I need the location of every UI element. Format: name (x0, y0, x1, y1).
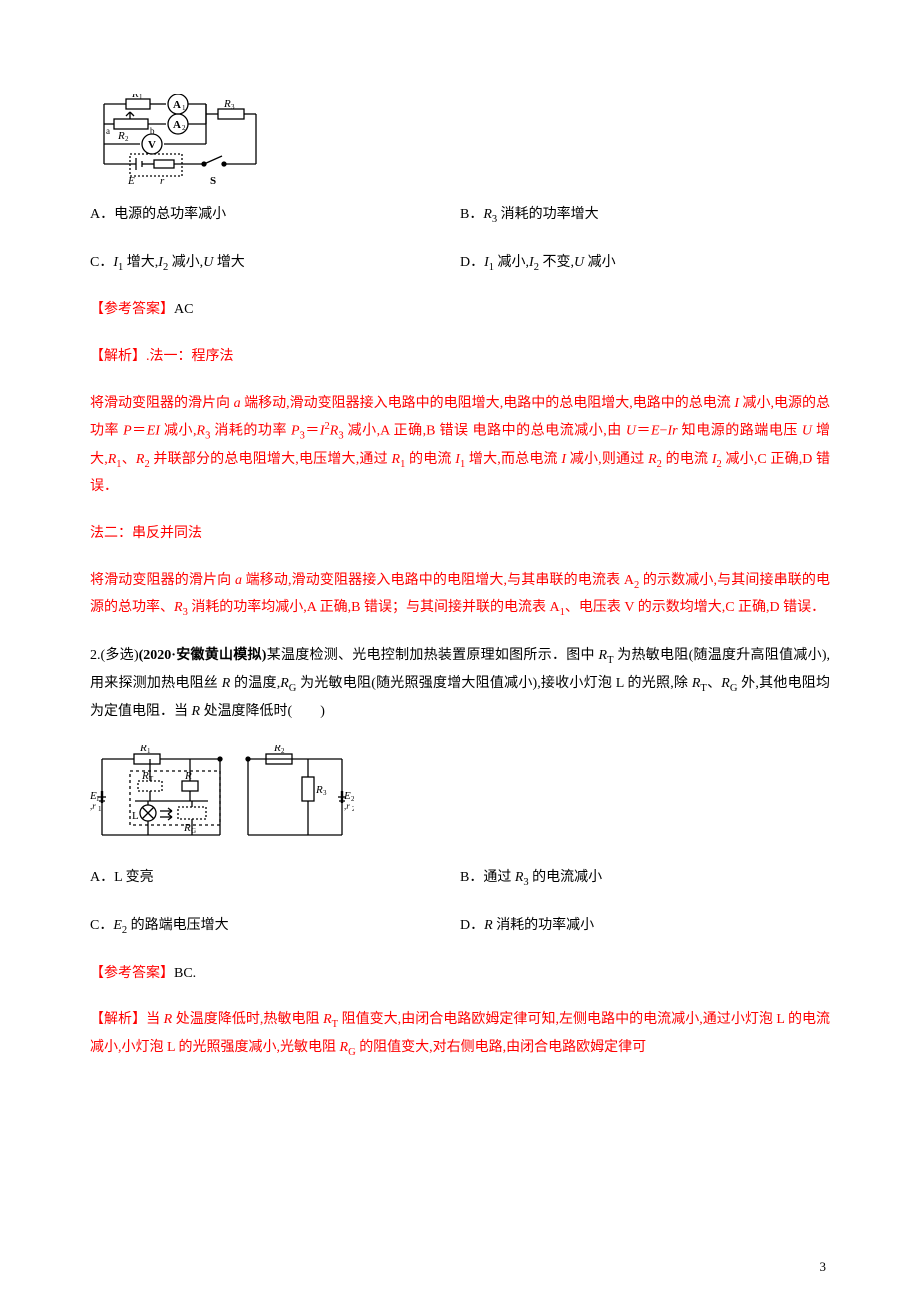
svg-text:1: 1 (182, 104, 186, 112)
q2-stem: 2.(多选)(2020·安徽黄山模拟)某温度检测、光电控制加热装置原理如图所示．… (90, 643, 830, 725)
fig2-r2-label: R (273, 745, 281, 754)
svg-text:2: 2 (125, 135, 129, 143)
svg-text:1: 1 (98, 805, 102, 813)
q2-option-c: C．E2 的路端电压增大 (90, 913, 460, 941)
fig2-r1-label: R (139, 745, 147, 754)
svg-text:G: G (191, 827, 196, 835)
svg-text:2: 2 (352, 805, 354, 813)
q2-analysis-label: 【解析】 (90, 1012, 146, 1027)
q1-option-d: D．I1 减小,I2 不变,U 减小 (460, 250, 830, 278)
fig1-r3-label: R (223, 98, 231, 110)
fig1-r2-label: R (117, 130, 125, 142)
fig1-a1-label: A (173, 99, 181, 111)
q1-options-row2: C．I1 增大,I2 减小,U 增大 D．I1 减小,I2 不变,U 减小 (90, 250, 830, 278)
q2-answer: 【参考答案】BC. (90, 961, 830, 988)
q1-analysis-body2: 将滑动变阻器的滑片向 a 端移动,滑动变阻器接入电路中的电阻增大,与其串联的电流… (90, 568, 830, 623)
q1-option-b: B．R3 消耗的功率增大 (460, 202, 830, 230)
q1-analysis-body1: 将滑动变阻器的滑片向 a 端移动,滑动变阻器接入电路中的电阻增大,电路中的总电阻… (90, 391, 830, 501)
page-number: 3 (820, 1255, 827, 1280)
fig1-a2-label: A (173, 119, 181, 131)
fig2-rt-label: R (141, 770, 149, 782)
q1-analysis-intro: 【解析】.法一：程序法 (90, 344, 830, 371)
fig1-e-label: E (127, 175, 135, 187)
q1-analysis-label: 【解析】 (90, 349, 146, 364)
q2-options-row1: A．L 变亮 B．通过 R3 的电流减小 (90, 865, 830, 893)
fig2-l-label: L (132, 810, 139, 822)
fig1-r-label: r (160, 175, 165, 187)
fig1-a-label: a (106, 126, 110, 136)
svg-text:,r: ,r (344, 801, 350, 811)
q1-options-row1: A．电源的总功率减小 B．R3 消耗的功率增大 (90, 202, 830, 230)
q2-option-d: D．R 消耗的功率减小 (460, 913, 830, 941)
q2-source: (2020·安徽黄山模拟) (139, 648, 267, 663)
q2-stem-prefix: 2.(多选) (90, 648, 139, 663)
svg-text:1: 1 (139, 94, 143, 101)
q2-answer-text: BC. (174, 966, 196, 981)
svg-text:2: 2 (351, 795, 354, 803)
svg-text:T: T (149, 775, 154, 783)
fig1-b-label: b (150, 126, 155, 136)
svg-text:3: 3 (231, 103, 235, 111)
svg-text:1: 1 (96, 795, 100, 803)
svg-text:2: 2 (182, 124, 186, 132)
q2-options-row2: C．E2 的路端电压增大 D．R 消耗的功率减小 (90, 913, 830, 941)
q2-option-b: B．通过 R3 的电流减小 (460, 865, 830, 893)
fig1-s-label: S (210, 175, 216, 187)
q1-answer-text: AC (174, 302, 193, 317)
fig1-r1-label: R (131, 94, 139, 100)
q2-option-a: A．L 变亮 (90, 865, 460, 893)
svg-text:1: 1 (147, 747, 151, 755)
circuit-figure-1: R1 R3 R2 a b A1 A2 V E r S (90, 94, 266, 188)
fig2-r3-label: R (315, 784, 323, 796)
q1-method2-title: 法二：串反并同法 (90, 521, 830, 548)
svg-text:3: 3 (323, 789, 327, 797)
q1-answer-label: 【参考答案】 (90, 302, 174, 317)
q1-option-a: A．电源的总功率减小 (90, 202, 460, 230)
q1-answer: 【参考答案】AC (90, 297, 830, 324)
fig1-v-label: V (148, 139, 156, 151)
fig2-rg-label: R (183, 822, 191, 834)
q2-analysis: 【解析】当 R 处温度降低时,热敏电阻 RT 阻值变大,由闭合电路欧姆定律可知,… (90, 1007, 830, 1062)
circuit-figure-2: R1 R2 R3 RT R RG L E1 ,r1 E2 ,r2 (90, 745, 354, 851)
svg-text:,r: ,r (90, 801, 96, 811)
page: R1 R3 R2 a b A1 A2 V E r S A．电源的总功率减小 B．… (0, 0, 920, 1302)
q1-method1-title: .法一：程序法 (146, 349, 234, 364)
q2-answer-label: 【参考答案】 (90, 966, 174, 981)
fig2-r-label: R (184, 770, 192, 782)
svg-text:2: 2 (281, 747, 285, 755)
q1-option-c: C．I1 增大,I2 减小,U 增大 (90, 250, 460, 278)
